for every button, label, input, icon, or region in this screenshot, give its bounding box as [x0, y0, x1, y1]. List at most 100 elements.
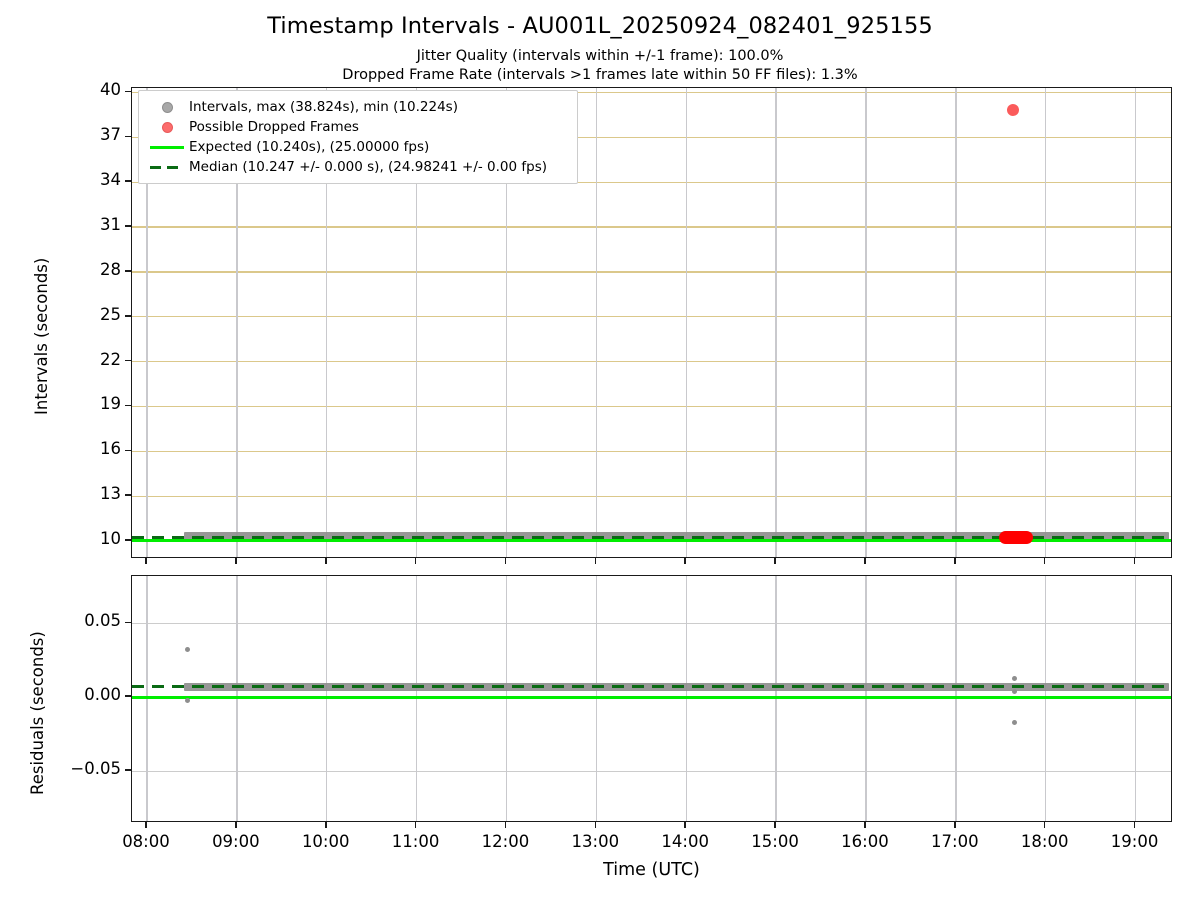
y-tick-mark	[125, 225, 131, 227]
gridline-horizontal	[132, 451, 1171, 452]
x-tick-mark	[864, 822, 866, 828]
x-tick-mark	[235, 822, 237, 828]
gridline-vertical	[865, 88, 866, 557]
y-tick-label: 10	[59, 529, 121, 548]
x-tick-label: 10:00	[281, 832, 371, 851]
y-tick-mark	[125, 315, 131, 317]
gridline-horizontal	[132, 406, 1171, 407]
legend-label-intervals: Intervals, max (38.824s), min (10.224s)	[189, 99, 458, 115]
residual-outlier-point	[1012, 720, 1017, 725]
x-tick-label: 19:00	[1090, 832, 1180, 851]
gridline-horizontal	[132, 496, 1171, 497]
x-tick-mark	[954, 822, 956, 828]
legend-item-median: Median (10.247 +/- 0.000 s), (24.98241 +…	[145, 157, 569, 177]
y-tick-mark	[125, 91, 131, 93]
x-tick-mark-top-plot	[1044, 558, 1046, 564]
x-tick-label: 09:00	[191, 832, 281, 851]
x-tick-mark-top-plot	[415, 558, 417, 564]
median-line-icon	[145, 166, 189, 169]
y-tick-mark	[125, 622, 131, 624]
x-tick-mark-top-plot	[505, 558, 507, 564]
y-tick-label: 25	[59, 305, 121, 324]
x-tick-label: 13:00	[550, 832, 640, 851]
y-tick-label: 16	[59, 439, 121, 458]
expected-line-icon	[145, 146, 189, 149]
x-tick-mark-top-plot	[145, 558, 147, 564]
y-tick-label: 13	[59, 484, 121, 503]
x-axis-label: Time (UTC)	[532, 860, 772, 880]
x-tick-mark	[505, 822, 507, 828]
gridline-horizontal	[132, 316, 1171, 317]
y-tick-mark	[125, 450, 131, 452]
dropped-frame-outlier-point	[1007, 104, 1019, 116]
y-tick-label: 40	[59, 80, 121, 99]
legend: Intervals, max (38.824s), min (10.224s) …	[138, 90, 578, 184]
residual-outlier-point	[1012, 689, 1017, 694]
y-tick-label: 31	[59, 215, 121, 234]
y-tick-mark	[125, 270, 131, 272]
y-tick-mark	[125, 695, 131, 697]
residuals-plot-axes	[131, 575, 1172, 822]
jitter-quality-subtitle: Jitter Quality (intervals within +/-1 fr…	[0, 48, 1200, 64]
legend-item-expected: Expected (10.240s), (25.00000 fps)	[145, 137, 569, 157]
intervals-marker-icon	[145, 102, 189, 113]
gridline-horizontal	[132, 271, 1171, 272]
x-tick-mark	[325, 822, 327, 828]
x-tick-mark	[415, 822, 417, 828]
y-tick-mark	[125, 769, 131, 771]
y-tick-label: 19	[59, 394, 121, 413]
x-tick-mark-top-plot	[864, 558, 866, 564]
legend-label-expected: Expected (10.240s), (25.00000 fps)	[189, 139, 429, 155]
x-tick-mark-top-plot	[325, 558, 327, 564]
x-tick-label: 16:00	[820, 832, 910, 851]
x-tick-label: 14:00	[640, 832, 730, 851]
gridline-vertical	[1045, 88, 1046, 557]
x-tick-mark	[774, 822, 776, 828]
x-tick-mark	[595, 822, 597, 828]
x-tick-mark-top-plot	[1134, 558, 1136, 564]
x-tick-label: 18:00	[1000, 832, 1090, 851]
y-tick-label: 37	[59, 125, 121, 144]
y-tick-label: 0.05	[49, 611, 121, 630]
intervals-y-axis-label: Intervals (seconds)	[32, 257, 51, 414]
x-tick-mark-top-plot	[595, 558, 597, 564]
gridline-vertical	[955, 88, 956, 557]
x-tick-mark	[684, 822, 686, 828]
gridline-horizontal	[132, 771, 1171, 772]
y-tick-label: 22	[59, 350, 121, 369]
y-tick-mark	[125, 136, 131, 138]
x-tick-mark-top-plot	[235, 558, 237, 564]
legend-item-dropped-frames: Possible Dropped Frames	[145, 117, 569, 137]
legend-label-median: Median (10.247 +/- 0.000 s), (24.98241 +…	[189, 159, 547, 175]
x-tick-mark	[145, 822, 147, 828]
page-title: Timestamp Intervals - AU001L_20250924_08…	[0, 13, 1200, 39]
x-tick-mark-top-plot	[684, 558, 686, 564]
gridline-vertical	[686, 88, 687, 557]
y-tick-mark	[125, 494, 131, 496]
residuals-plot-area	[132, 576, 1171, 821]
residuals-y-axis-label: Residuals (seconds)	[28, 631, 47, 795]
gridline-vertical	[1135, 88, 1136, 557]
x-tick-mark	[1134, 822, 1136, 828]
y-tick-mark	[125, 405, 131, 407]
x-tick-mark-top-plot	[774, 558, 776, 564]
residual-outlier-point	[185, 647, 190, 652]
x-tick-label: 12:00	[460, 832, 550, 851]
x-tick-label: 11:00	[371, 832, 461, 851]
y-tick-label: 34	[59, 170, 121, 189]
legend-label-dropped-frames: Possible Dropped Frames	[189, 119, 359, 135]
y-tick-label: −0.05	[49, 759, 121, 778]
figure-canvas: Timestamp Intervals - AU001L_20250924_08…	[0, 0, 1200, 900]
gridline-horizontal	[132, 623, 1171, 624]
y-tick-mark	[125, 360, 131, 362]
x-tick-label: 17:00	[910, 832, 1000, 851]
gridline-vertical	[596, 88, 597, 557]
residual-outlier-point	[1012, 676, 1017, 681]
gridline-horizontal	[132, 226, 1171, 227]
dropped-frame-rate-subtitle: Dropped Frame Rate (intervals >1 frames …	[0, 67, 1200, 83]
y-tick-label: 28	[59, 260, 121, 279]
residual-outlier-point	[185, 698, 190, 703]
y-tick-label: 0.00	[49, 685, 121, 704]
dropped-frames-marker-icon	[145, 122, 189, 133]
dropped-frames-cluster	[999, 531, 1033, 544]
